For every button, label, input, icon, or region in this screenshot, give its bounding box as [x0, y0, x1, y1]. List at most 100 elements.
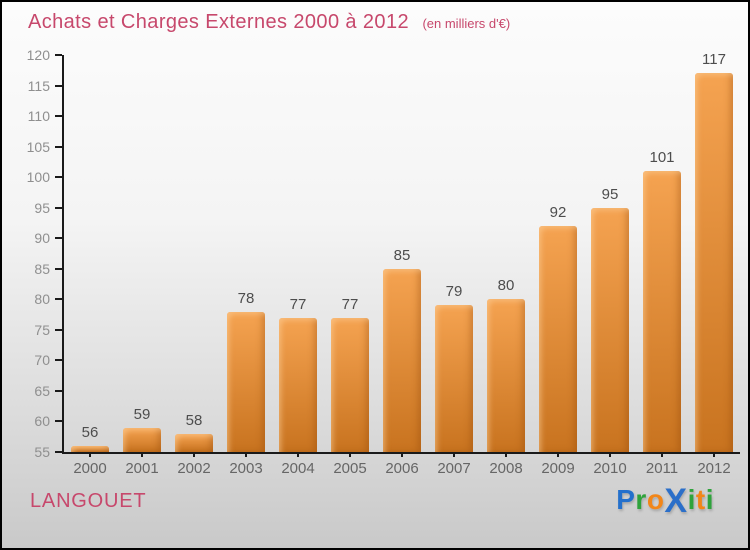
y-tick-mark	[55, 54, 62, 56]
bar-column-2002: 58 2002	[175, 55, 213, 477]
bar-value-label: 80	[497, 277, 515, 295]
logo-letter-p: P	[616, 484, 636, 515]
x-tick-label-2004: 2004	[281, 460, 315, 477]
chart-title-row: Achats et Charges Externes 2000 à 2012 (…	[28, 11, 510, 34]
bar-value-label: 78	[237, 289, 255, 307]
bar-column-2006: 85 2006	[383, 55, 421, 477]
bar-2004	[279, 317, 317, 452]
y-tick-label: 85	[34, 260, 50, 277]
bar-value-label: 101	[649, 149, 675, 167]
y-tick-mark	[55, 176, 62, 179]
bar-2010	[591, 207, 629, 452]
y-tick-label: 60	[34, 413, 50, 430]
bar-column-2000: 56 2000	[71, 55, 109, 477]
bar-2009	[539, 226, 577, 452]
y-tick-mark	[55, 206, 62, 209]
logo-letter-t: t	[695, 484, 706, 515]
y-tick-mark	[55, 328, 62, 331]
y-tick-mark	[55, 237, 62, 240]
bar-2001	[123, 427, 161, 452]
y-tick-mark	[55, 84, 62, 87]
bar-value-label: 58	[185, 411, 203, 429]
x-tick-mark	[713, 452, 715, 457]
location-label: LANGOUET	[30, 490, 147, 512]
x-tick-label-2011: 2011	[645, 460, 679, 477]
y-tick-mark	[55, 451, 62, 453]
x-tick-label-2008: 2008	[489, 460, 523, 477]
x-tick-label-2002: 2002	[177, 460, 211, 477]
x-tick-label-2001: 2001	[125, 460, 159, 477]
x-tick-mark	[609, 452, 611, 457]
bar-value-label: 59	[133, 405, 151, 423]
y-tick-label: 115	[27, 77, 50, 94]
x-tick-mark	[245, 452, 247, 457]
chart-title: Achats et Charges Externes 2000 à 2012	[28, 11, 409, 33]
y-tick-mark	[55, 389, 62, 392]
bar-2006	[383, 268, 421, 452]
x-tick-mark	[89, 452, 91, 457]
y-tick-mark	[55, 145, 62, 148]
y-tick-mark	[55, 359, 62, 362]
bar-column-2007: 79 2007	[435, 55, 473, 477]
proxiti-logo[interactable]: ProXiti	[616, 484, 714, 518]
bar-2008	[487, 299, 525, 452]
y-tick-label: 95	[34, 199, 50, 216]
chart-subtitle: (en milliers d'€)	[422, 16, 511, 31]
x-tick-mark	[193, 452, 195, 457]
bar-column-2010: 95 2010	[591, 55, 629, 477]
bar-2003	[227, 311, 265, 452]
logo-letter-o: o	[646, 484, 665, 515]
x-tick-mark	[505, 452, 507, 457]
bar-value-label: 56	[81, 423, 99, 441]
y-tick-label: 55	[34, 444, 50, 460]
y-tick-mark	[55, 115, 62, 118]
y-tick-mark	[55, 298, 62, 301]
x-tick-label-2009: 2009	[541, 460, 575, 477]
bar-column-2008: 80 2008	[487, 55, 525, 477]
x-tick-label-2005: 2005	[333, 460, 367, 477]
y-tick-label: 65	[34, 382, 50, 399]
logo-letter-i: i	[705, 484, 714, 515]
bar-value-label: 79	[445, 283, 463, 301]
bar-column-2001: 59 2001	[123, 55, 161, 477]
bar-2007	[435, 305, 473, 452]
x-tick-label-2006: 2006	[385, 460, 419, 477]
bar-column-2003: 78 2003	[227, 55, 265, 477]
plot-area: 55 60 65 70 75 80 85 90 95 100 105 110 115 120 56 2000…	[27, 47, 740, 477]
bar-value-label: 77	[341, 295, 359, 313]
y-tick-label: 90	[34, 230, 50, 247]
x-tick-label-2010: 2010	[593, 460, 627, 477]
y-tick-label: 105	[26, 138, 50, 155]
bar-2000	[71, 445, 109, 452]
bar-column-2009: 92 2009	[539, 55, 577, 477]
bar-value-label: 92	[549, 204, 567, 222]
x-tick-mark	[141, 452, 143, 457]
bar-column-2011: 101 2011	[643, 55, 681, 477]
x-tick-mark	[349, 452, 351, 457]
x-tick-label-2012: 2012	[697, 460, 731, 477]
x-tick-mark	[557, 452, 559, 457]
bar-value-label: 95	[601, 185, 619, 203]
bar-value-label: 77	[289, 295, 307, 313]
x-tick-mark	[401, 452, 403, 457]
logo-letter-i: i	[687, 484, 696, 515]
x-tick-mark	[661, 452, 663, 457]
logo-letter-x: X	[664, 482, 688, 520]
bar-2002	[175, 433, 213, 452]
y-tick-label: 80	[34, 291, 50, 308]
x-tick-mark	[453, 452, 455, 457]
x-tick-mark	[297, 452, 299, 457]
bar-2011	[643, 171, 681, 452]
bar-column-2012: 117 2012	[695, 51, 733, 477]
bar-column-2005: 77 2005	[331, 55, 369, 477]
bar-value-label: 117	[702, 51, 726, 69]
x-tick-label-2003: 2003	[229, 460, 263, 477]
logo-letter-r: r	[635, 484, 647, 515]
bar-2012	[695, 73, 733, 452]
y-tick-mark	[55, 420, 62, 423]
bar-value-label: 85	[393, 246, 411, 264]
y-tick-label: 100	[26, 169, 50, 186]
x-tick-label-2000: 2000	[73, 460, 107, 477]
bars-container: 56 2000 59 2001 58 2002 78 2003 77 2004 77 2005 85 20…	[64, 51, 740, 477]
y-tick-label: 120	[26, 47, 50, 63]
